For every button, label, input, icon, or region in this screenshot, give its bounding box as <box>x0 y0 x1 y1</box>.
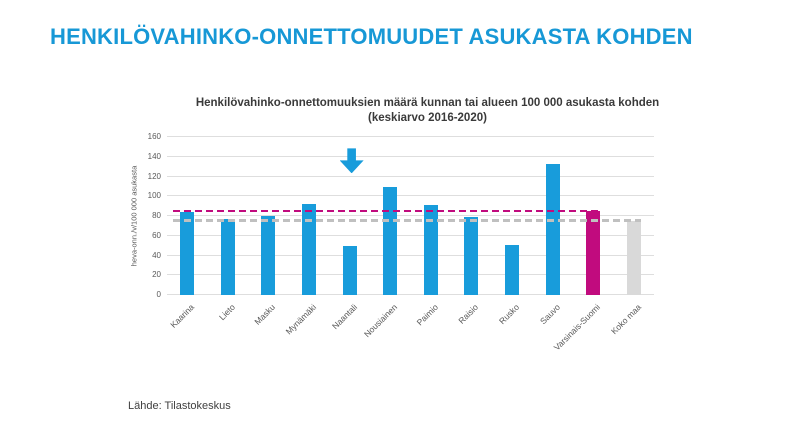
y-axis-tick-label: 100 <box>147 191 161 201</box>
bar-raisio <box>464 217 479 295</box>
bar-koko-maa <box>626 220 641 295</box>
bar-lieto <box>220 218 235 295</box>
x-axis-tick-label: Paimio <box>414 302 440 328</box>
bar-sauvo <box>545 163 560 295</box>
gridline <box>167 155 654 157</box>
gridline <box>167 254 654 256</box>
bar-myn-m-ki <box>302 204 317 295</box>
plot-area: 0 20 40 60 80 100 120 140 160 Kaarina Lieto Masku My… <box>148 133 654 352</box>
y-axis-label: heva-onn./v/100 000 asukasta <box>129 165 139 267</box>
y-axis-tick-label: 60 <box>152 230 161 240</box>
x-axis-tick-label: Raisio <box>456 302 481 326</box>
gridline <box>167 215 654 216</box>
y-axis-tick-label: 120 <box>147 171 161 181</box>
x-axis-tick-label: Rusko <box>496 302 522 327</box>
gridline <box>167 175 654 177</box>
y-axis-tick-label: 40 <box>152 250 161 260</box>
y-axis-tick-label: 140 <box>147 151 161 161</box>
gridline <box>167 136 654 137</box>
x-axis-tick-label: Naantali <box>329 302 359 332</box>
chart-subtitle: (keskiarvo 2016-2020) <box>368 112 487 124</box>
x-axis-tick-label: Varsinais-Suomi <box>551 302 603 353</box>
bar-varsinais-suomi <box>586 211 601 295</box>
down-arrow-icon <box>339 148 364 174</box>
x-axis-tick-label: Masku <box>252 302 278 327</box>
x-axis-tick-label: Sauvo <box>537 302 562 327</box>
x-axis-tick-label: Mynämäki <box>283 302 319 337</box>
x-axis-tick-label: Lieto <box>216 302 237 323</box>
y-axis-tick-label: 160 <box>147 132 161 141</box>
y-axis-tick-label: 0 <box>156 290 161 299</box>
reference-line-varsinais-suomi <box>173 209 601 213</box>
gridline <box>167 294 654 295</box>
y-axis-tick-label: 80 <box>152 211 161 220</box>
bar-nousiainen <box>383 187 398 295</box>
chart-title-block: Henkilövahinko-onnettomuuksien määrä kun… <box>155 96 700 126</box>
gridline <box>167 234 654 236</box>
x-axis-tick-label: Nousiainen <box>362 302 400 340</box>
bar-rusko <box>504 244 519 295</box>
page-title: HENKILÖVAHINKO-ONNETTOMUUDET ASUKASTA KO… <box>50 24 693 49</box>
reference-line-koko-maa <box>173 219 641 222</box>
gridline <box>167 195 654 197</box>
chart-title: Henkilövahinko-onnettomuuksien määrä kun… <box>195 97 660 109</box>
gridline <box>167 274 654 276</box>
y-axis-tick-label: 20 <box>152 270 161 280</box>
x-axis-tick-label: Koko maa <box>608 302 643 337</box>
bar-naantali <box>342 245 357 295</box>
x-axis-tick-label: Kaarina <box>168 302 197 330</box>
bar-paimio <box>423 205 438 295</box>
bar-masku <box>261 216 276 295</box>
bar-kaarina <box>180 212 195 295</box>
source-note: Lähde: Tilastokeskus <box>128 400 231 412</box>
